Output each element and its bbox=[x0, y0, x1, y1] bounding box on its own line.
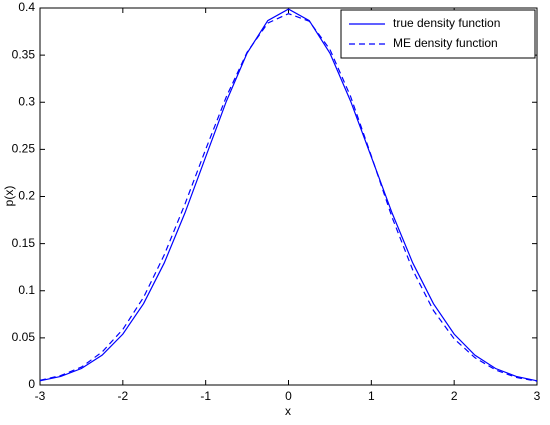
y-tick-label: 0.3 bbox=[18, 94, 35, 108]
plot-area bbox=[39, 7, 538, 386]
y-tick-label: 0.25 bbox=[12, 142, 36, 156]
x-tick-label: -1 bbox=[200, 389, 211, 403]
data-line bbox=[39, 8, 538, 382]
x-tick-label: 1 bbox=[368, 389, 375, 403]
y-tick-label: 0.35 bbox=[12, 47, 36, 61]
x-axis-label: x bbox=[285, 404, 291, 418]
y-tick-label: 0.2 bbox=[18, 189, 35, 203]
legend-label: ME density function bbox=[393, 36, 498, 50]
x-tick-label: 0 bbox=[285, 389, 292, 403]
x-tick-label: 2 bbox=[451, 389, 458, 403]
x-tick-label: 3 bbox=[534, 389, 541, 403]
y-tick-label: 0.05 bbox=[12, 330, 36, 344]
y-tick-label: 0.1 bbox=[18, 283, 35, 297]
legend-box bbox=[340, 9, 536, 59]
y-tick-label: 0.15 bbox=[12, 236, 36, 250]
x-tick-label: -2 bbox=[117, 389, 128, 403]
y-axis-label: p(x) bbox=[2, 186, 16, 207]
x-tick-label: -3 bbox=[35, 389, 46, 403]
legend-label: true density function bbox=[393, 16, 500, 30]
y-tick-label: 0.4 bbox=[18, 0, 35, 14]
y-tick-label: 0 bbox=[28, 377, 35, 391]
data-line bbox=[39, 13, 538, 382]
